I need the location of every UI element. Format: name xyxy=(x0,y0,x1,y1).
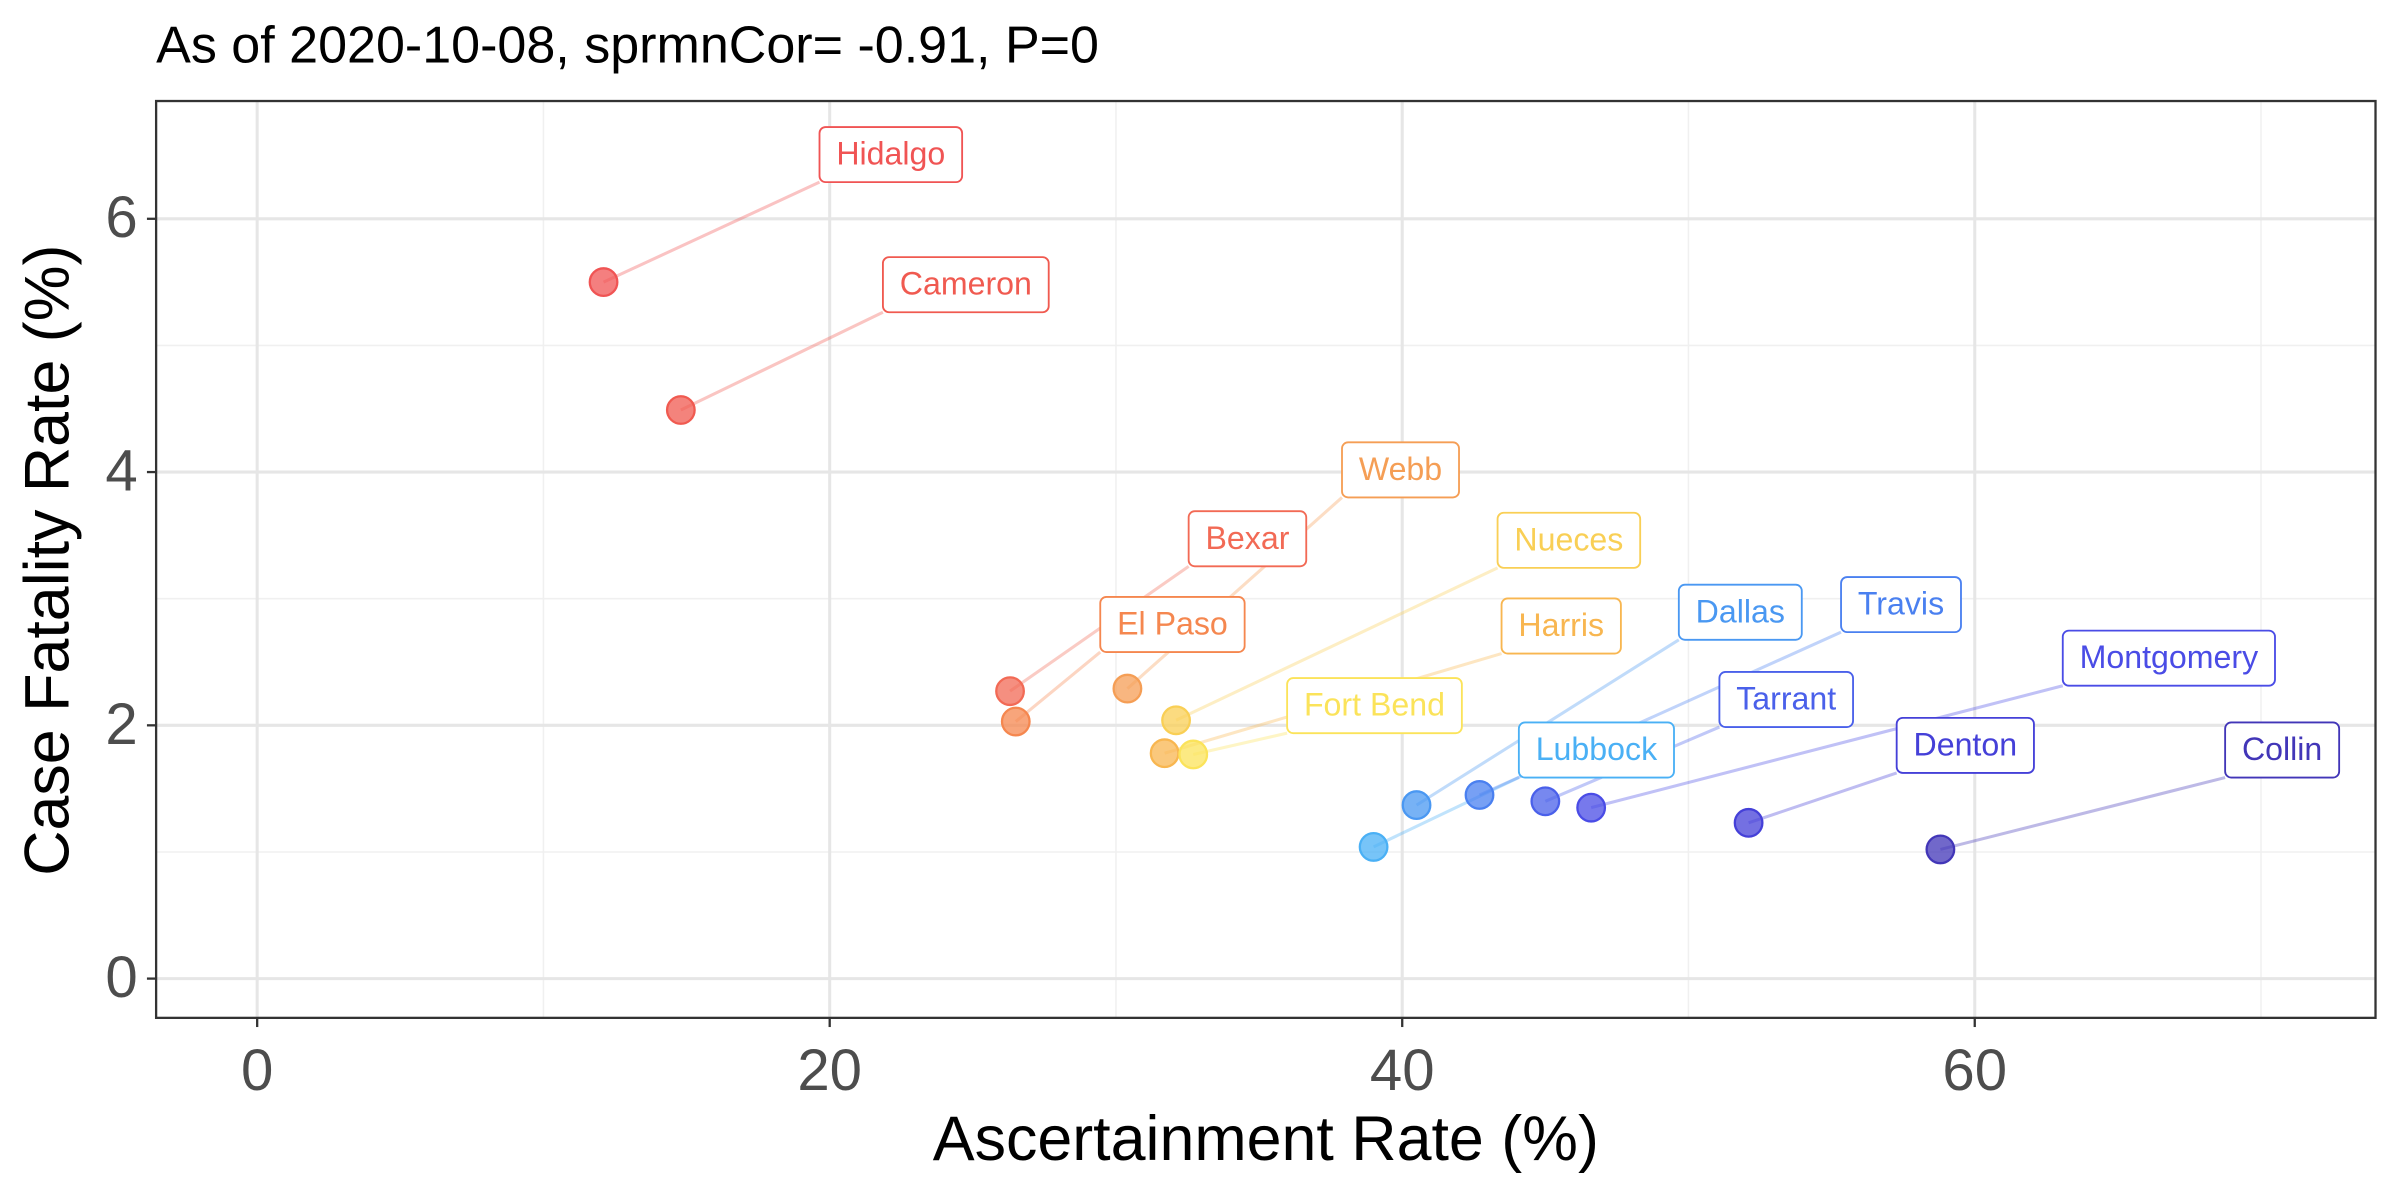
point-label: Travis xyxy=(1858,586,1944,622)
point-label: Lubbock xyxy=(1536,731,1658,767)
label-box xyxy=(1718,671,1854,728)
point xyxy=(995,676,1025,707)
x-tick-label: 60 xyxy=(1942,1038,2007,1103)
label-box xyxy=(818,126,964,184)
point xyxy=(1149,738,1180,769)
label-box xyxy=(1496,511,1642,569)
point xyxy=(1178,739,1209,770)
point-label: Harris xyxy=(1518,607,1604,643)
connector xyxy=(1590,684,2064,810)
marks: Hidalgo Cameron Bexar El Paso Webb Harris Nuec… xyxy=(588,126,2341,865)
connector xyxy=(1748,771,1898,825)
point xyxy=(1530,786,1561,817)
connector xyxy=(1175,566,1499,722)
x-tick-label: 20 xyxy=(797,1038,862,1103)
point-label: Cameron xyxy=(900,266,1032,302)
point-label: Denton xyxy=(1914,726,2018,762)
chart-title: As of 2020-10-08, sprmnCor= -0.91, P=0 xyxy=(156,17,1099,75)
point xyxy=(665,395,696,425)
point-label: Tarrant xyxy=(1736,681,1836,717)
label-box xyxy=(2061,629,2276,687)
point-label: Bexar xyxy=(1205,520,1289,556)
point-label: Montgomery xyxy=(2080,639,2259,675)
label-box xyxy=(1099,596,1246,653)
points xyxy=(588,267,1956,865)
connector xyxy=(1372,776,1520,849)
y-axis-label: Case Fatality Rate (%) xyxy=(13,245,83,876)
labels: Hidalgo Cameron Bexar El Paso Webb Harris Nuec… xyxy=(818,126,2341,779)
point-label: Hidalgo xyxy=(836,136,945,172)
label-box xyxy=(2224,721,2341,779)
label-box xyxy=(881,256,1050,314)
point xyxy=(1925,834,1956,865)
point xyxy=(1161,705,1191,736)
point xyxy=(1464,780,1495,810)
point-label: Webb xyxy=(1359,451,1442,487)
label-box xyxy=(1517,721,1675,779)
label-box xyxy=(1500,597,1622,655)
point xyxy=(1358,831,1389,862)
x-axis-label: Ascertainment Rate (%) xyxy=(933,1104,1599,1174)
label-box xyxy=(1187,510,1308,568)
point xyxy=(588,267,619,298)
point-label: El Paso xyxy=(1117,606,1228,642)
y-tick-label: 4 xyxy=(105,438,137,503)
label-box xyxy=(1895,716,2035,774)
x-tick-label: 0 xyxy=(241,1038,273,1103)
point xyxy=(1401,790,1432,821)
connector xyxy=(1192,731,1288,756)
point-label: Nueces xyxy=(1514,521,1623,557)
label-box xyxy=(1341,441,1460,499)
point-label: Fort Bend xyxy=(1304,687,1445,723)
connector xyxy=(1940,776,2226,851)
connector xyxy=(1014,650,1102,723)
label-box xyxy=(1286,677,1463,735)
panel-border xyxy=(154,99,2377,1020)
x-tick-label: 40 xyxy=(1370,1038,1435,1103)
label-box xyxy=(1840,576,1962,634)
grid xyxy=(156,101,2376,1018)
label-box xyxy=(1677,583,1803,641)
y-tick-label: 6 xyxy=(105,185,137,250)
y-tick-label: 2 xyxy=(105,692,137,757)
point-label: Dallas xyxy=(1696,593,1785,629)
point xyxy=(1733,807,1764,838)
point xyxy=(1576,792,1607,823)
y-tick-label: 0 xyxy=(105,945,137,1010)
point-label: Collin xyxy=(2242,731,2322,767)
point xyxy=(1000,706,1031,737)
connector xyxy=(602,180,821,284)
connector xyxy=(680,310,884,412)
point xyxy=(1112,673,1143,704)
